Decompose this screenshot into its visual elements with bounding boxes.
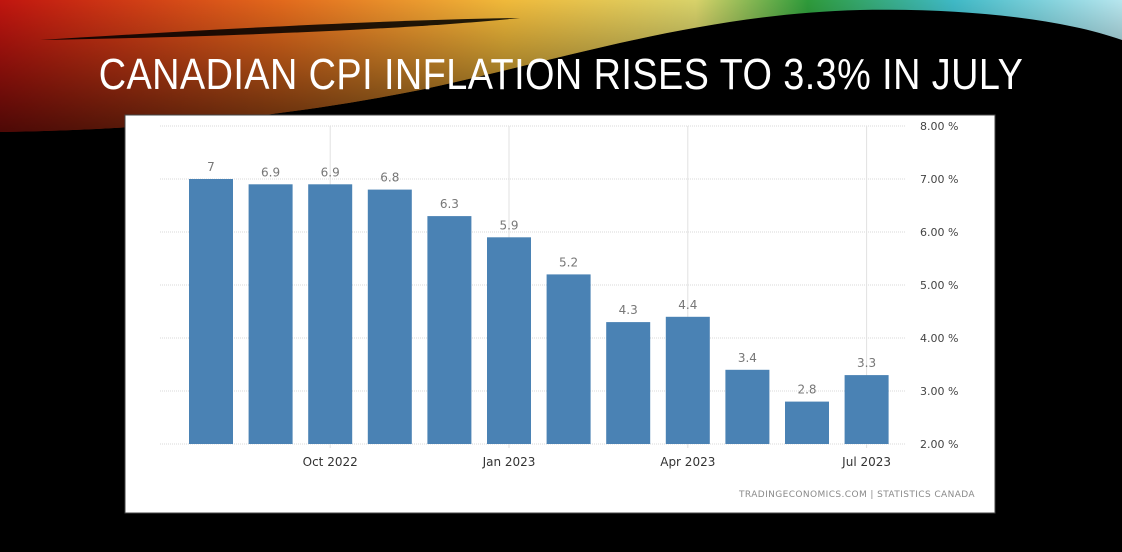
y-tick-label: 2.00 %: [920, 438, 958, 451]
x-tick-label: Jul 2023: [841, 455, 891, 469]
data-label: 6.9: [261, 165, 280, 179]
source-credit: TRADINGECONOMICS.COM | STATISTICS CANADA: [738, 490, 975, 500]
bar-oct-2022: [308, 184, 353, 445]
data-label: 4.3: [619, 303, 638, 317]
bar-jan-2023: [487, 237, 531, 444]
data-label: 6.8: [380, 171, 399, 185]
bar-nov-2022: [367, 189, 412, 444]
y-tick-label: 4.00 %: [920, 332, 958, 345]
data-label: 5.2: [559, 255, 578, 269]
data-label: 3.3: [857, 356, 876, 370]
bar-feb-2023: [546, 274, 591, 444]
data-label: 5.9: [499, 218, 518, 232]
bar-mar-2023: [606, 322, 651, 444]
y-tick-label: 5.00 %: [920, 279, 958, 292]
data-label: 3.4: [738, 351, 757, 365]
bar-jun-2023: [785, 401, 829, 444]
data-label: 6.3: [440, 197, 459, 211]
data-label: 7: [207, 160, 215, 174]
bar-dec-2022: [427, 216, 472, 444]
x-tick-label: Jan 2023: [482, 455, 536, 469]
y-tick-label: 6.00 %: [920, 226, 958, 239]
bar-may-2023: [725, 369, 770, 444]
bar-aug-2022: [189, 179, 233, 444]
y-tick-label: 7.00 %: [920, 173, 958, 186]
bar-jul-2023: [844, 375, 889, 444]
data-label: 2.8: [797, 383, 816, 397]
data-label: 4.4: [678, 298, 697, 312]
bar-sep-2022: [248, 184, 293, 445]
data-label: 6.9: [321, 165, 340, 179]
y-tick-label: 3.00 %: [920, 385, 958, 398]
slide-title: CANADIAN CPI INFLATION RISES TO 3.3% IN …: [98, 50, 1024, 99]
x-tick-label: Oct 2022: [303, 455, 358, 469]
x-tick-label: Apr 2023: [660, 455, 715, 469]
bar-apr-2023: [665, 316, 710, 444]
y-tick-label: 8.00 %: [920, 120, 958, 133]
